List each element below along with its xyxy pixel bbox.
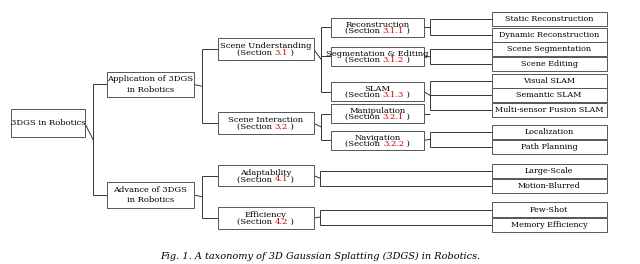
Text: Semantic SLAM: Semantic SLAM xyxy=(516,91,582,99)
Text: Efficiency: Efficiency xyxy=(244,211,287,219)
Text: 4.2: 4.2 xyxy=(275,218,288,226)
Text: (Section: (Section xyxy=(345,27,383,35)
Text: 4.1: 4.1 xyxy=(275,176,288,183)
FancyBboxPatch shape xyxy=(332,131,424,150)
FancyBboxPatch shape xyxy=(332,18,424,37)
FancyBboxPatch shape xyxy=(492,218,607,232)
Text: Segmentation & Editing: Segmentation & Editing xyxy=(326,50,429,58)
Text: Scene Interaction: Scene Interaction xyxy=(228,116,303,124)
Text: (Section: (Section xyxy=(237,176,275,183)
FancyBboxPatch shape xyxy=(492,57,607,71)
FancyBboxPatch shape xyxy=(107,182,193,208)
Text: Visual SLAM: Visual SLAM xyxy=(523,77,575,85)
FancyBboxPatch shape xyxy=(492,125,607,139)
Text: ): ) xyxy=(404,56,410,64)
FancyBboxPatch shape xyxy=(492,164,607,178)
FancyBboxPatch shape xyxy=(332,104,424,123)
FancyBboxPatch shape xyxy=(11,109,85,137)
FancyBboxPatch shape xyxy=(492,12,607,26)
Text: 3.1: 3.1 xyxy=(275,49,288,57)
Text: ): ) xyxy=(404,27,410,35)
Text: Advance of 3DGS
in Robotics: Advance of 3DGS in Robotics xyxy=(113,186,188,204)
Text: 3.1.1: 3.1.1 xyxy=(383,27,404,35)
Text: ): ) xyxy=(288,218,294,226)
FancyBboxPatch shape xyxy=(332,82,424,101)
Text: Adaptability: Adaptability xyxy=(240,169,291,177)
Text: (Section: (Section xyxy=(345,113,383,121)
FancyBboxPatch shape xyxy=(492,28,607,43)
FancyBboxPatch shape xyxy=(492,74,607,88)
Text: Large-Scale: Large-Scale xyxy=(525,167,573,175)
Text: 3.1.3: 3.1.3 xyxy=(383,91,404,99)
Text: ): ) xyxy=(404,113,410,121)
Text: 3.1.2: 3.1.2 xyxy=(383,56,404,64)
Text: 3.2: 3.2 xyxy=(275,123,288,131)
Text: Static Reconstruction: Static Reconstruction xyxy=(505,15,593,23)
Text: Path Planning: Path Planning xyxy=(521,143,577,151)
Text: Navigation: Navigation xyxy=(355,134,401,142)
Text: (Section: (Section xyxy=(237,49,275,57)
Text: Scene Segmentation: Scene Segmentation xyxy=(507,45,591,53)
Text: Motion-Blurred: Motion-Blurred xyxy=(518,182,580,190)
Text: Memory Efficiency: Memory Efficiency xyxy=(511,220,588,229)
Text: SLAM: SLAM xyxy=(365,85,390,93)
Text: Few-Shot: Few-Shot xyxy=(530,205,568,214)
FancyBboxPatch shape xyxy=(107,72,193,97)
Text: 3.2.1: 3.2.1 xyxy=(383,113,404,121)
Text: ): ) xyxy=(404,140,410,148)
Text: Dynamic Reconstruction: Dynamic Reconstruction xyxy=(499,31,599,39)
Text: Reconstruction: Reconstruction xyxy=(346,21,410,29)
Text: Application of 3DGS
in Robotics: Application of 3DGS in Robotics xyxy=(108,75,193,94)
FancyBboxPatch shape xyxy=(218,112,314,134)
FancyBboxPatch shape xyxy=(492,179,607,193)
Text: Scene Editing: Scene Editing xyxy=(520,60,578,68)
Text: Manipulation: Manipulation xyxy=(349,107,406,115)
Text: Localization: Localization xyxy=(525,128,573,136)
FancyBboxPatch shape xyxy=(492,42,607,56)
FancyBboxPatch shape xyxy=(492,140,607,154)
FancyBboxPatch shape xyxy=(332,47,424,66)
Text: (Section: (Section xyxy=(237,218,275,226)
Text: ): ) xyxy=(404,91,410,99)
FancyBboxPatch shape xyxy=(218,164,314,186)
FancyBboxPatch shape xyxy=(492,202,607,216)
Text: Multi-sensor Fusion SLAM: Multi-sensor Fusion SLAM xyxy=(495,106,604,114)
Text: Fig. 1. A taxonomy of 3D Gaussian Splatting (3DGS) in Robotics.: Fig. 1. A taxonomy of 3D Gaussian Splatt… xyxy=(160,252,480,261)
Text: (Section: (Section xyxy=(346,140,383,148)
Text: ): ) xyxy=(288,176,294,183)
FancyBboxPatch shape xyxy=(218,38,314,60)
Text: ): ) xyxy=(288,49,294,57)
Text: (Section: (Section xyxy=(237,123,275,131)
Text: 3DGS in Robotics: 3DGS in Robotics xyxy=(11,119,85,127)
FancyBboxPatch shape xyxy=(492,88,607,102)
Text: ): ) xyxy=(288,123,294,131)
FancyBboxPatch shape xyxy=(218,207,314,229)
Text: 3.2.2: 3.2.2 xyxy=(383,140,404,148)
Text: Scene Understanding: Scene Understanding xyxy=(220,42,311,50)
Text: (Section: (Section xyxy=(345,91,383,99)
Text: (Section: (Section xyxy=(345,56,383,64)
FancyBboxPatch shape xyxy=(492,103,607,117)
